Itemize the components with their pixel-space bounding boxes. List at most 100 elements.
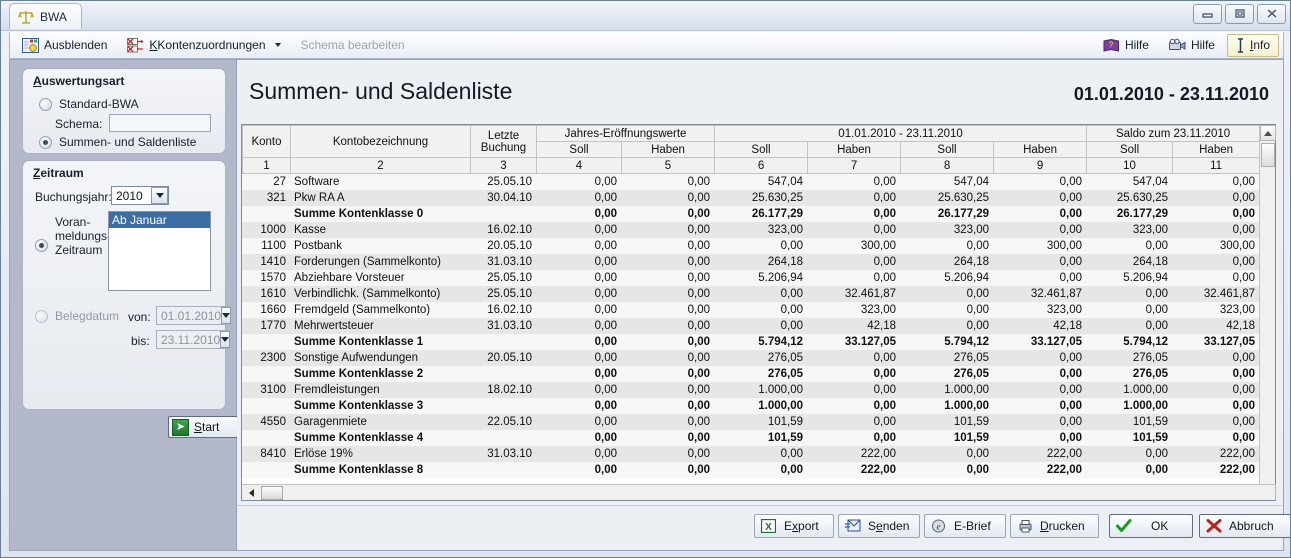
buchungsjahr-label: Buchungsjahr: <box>35 190 112 204</box>
ok-button[interactable]: OK <box>1109 514 1193 538</box>
toolbar-kontenzuordnungen[interactable]: KKontenzuordnungen <box>119 34 288 57</box>
minimize-button[interactable] <box>1193 4 1222 24</box>
col-kontobezeichnung[interactable]: Kontobezeichnung <box>290 125 471 158</box>
col-konto[interactable]: Konto <box>242 125 291 158</box>
subcol-soll-4[interactable]: Soll <box>536 141 622 158</box>
cell-value-6: 0,00 <box>714 302 807 318</box>
subcol-haben-5[interactable]: Haben <box>620 141 716 158</box>
cell-value-11: 323,00 <box>1172 302 1259 318</box>
subcol-haben-11[interactable]: Haben <box>1172 141 1261 158</box>
senden-button[interactable]: Senden <box>838 514 920 538</box>
cell-value-8: 0,00 <box>900 302 993 318</box>
vertical-scroll-thumb[interactable] <box>1261 143 1275 167</box>
subcol-haben-7[interactable]: Haben <box>807 141 902 158</box>
table-row-summary[interactable]: Summe Kontenklasse 4 0,00 0,00 101,59 0,00 10… <box>242 430 1259 446</box>
table-row[interactable]: 1770 Mehrwertsteuer 31.03.10 0,00 0,00 0,00 42… <box>242 318 1259 334</box>
colnum-6: 6 <box>714 157 809 174</box>
subcol-soll-6[interactable]: Soll <box>714 141 809 158</box>
table-row[interactable]: 3100 Fremdleistungen 18.02.10 0,00 0,00 1.000… <box>242 382 1259 398</box>
table-row[interactable]: 1000 Kasse 16.02.10 0,00 0,00 323,00 0,00 323,0… <box>242 222 1259 238</box>
letzte-buchung-line1: Letzte <box>487 129 520 142</box>
start-button[interactable]: ➤ Start <box>168 416 238 438</box>
bis-date-select[interactable]: 23.11.2010 <box>156 330 231 349</box>
grid-header: Konto Kontobezeichnung Letzte Buchung Ja… <box>242 125 1275 174</box>
ebrief-button[interactable]: e E-Brief <box>924 514 1006 538</box>
cell-konto: 4550 <box>242 414 290 430</box>
table-row[interactable]: 27 Software 25.05.10 0,00 0,00 547,04 0,00 547,… <box>242 174 1259 190</box>
subcol-soll-8[interactable]: Soll <box>900 141 995 158</box>
zeitraum-listbox[interactable]: Ab Januar <box>108 211 211 291</box>
radio-voranmeldungszeitraum[interactable] <box>35 239 48 252</box>
buchungsjahr-chevron-down-icon[interactable] <box>151 187 168 204</box>
account-mapping-icon <box>127 37 144 53</box>
table-row[interactable]: 1100 Postbank 20.05.10 0,00 0,00 0,00 300,00 0,… <box>242 238 1259 254</box>
toolbar-hilfe[interactable]: ? Hilfe <box>1095 34 1157 57</box>
scroll-up-button[interactable] <box>1260 125 1276 141</box>
table-row-summary[interactable]: Summe Kontenklasse 1 0,00 0,00 5.794,12 33.1… <box>242 334 1259 350</box>
chevron-down-icon[interactable] <box>274 43 281 47</box>
toolbar-ausblenden[interactable]: Ausblenden <box>14 34 115 57</box>
vertical-scrollbar[interactable] <box>1259 125 1276 500</box>
abbruch-button[interactable]: Abbruch <box>1199 514 1290 538</box>
radio-belegdatum[interactable]: Belegdatum <box>35 309 119 323</box>
table-row-summary[interactable]: Summe Kontenklasse 8 0,00 0,00 0,00 222,00 0,… <box>242 462 1259 478</box>
table-row[interactable]: 321 Pkw RA A 30.04.10 0,00 0,00 25.630,25 0,00… <box>242 190 1259 206</box>
maximize-button[interactable] <box>1225 4 1254 24</box>
cell-kontobezeichnung: Postbank <box>290 238 470 254</box>
table-row[interactable]: 1610 Verbindlichk. (Sammelkonto) 25.05.10 0… <box>242 286 1259 302</box>
cell-konto: 8410 <box>242 446 290 462</box>
toolbar-info[interactable]: Info <box>1226 33 1279 57</box>
subcol-soll-10[interactable]: Soll <box>1086 141 1174 158</box>
window-tab-bwa[interactable]: BWA <box>9 3 82 29</box>
bis-chevron-down-icon[interactable] <box>220 331 231 348</box>
close-button[interactable] <box>1257 4 1286 24</box>
cell-value-11: 0,00 <box>1172 398 1259 414</box>
table-row-summary[interactable]: Summe Kontenklasse 3 0,00 0,00 1.000,00 0,00… <box>242 398 1259 414</box>
cell-value-7: 323,00 <box>807 302 900 318</box>
buchungsjahr-select[interactable]: 2010 <box>111 186 169 205</box>
radio-standard-bwa[interactable]: Standard-BWA <box>39 97 139 111</box>
cell-value-10: 0,00 <box>1086 318 1172 334</box>
radio-standard-bwa-circle <box>39 97 52 111</box>
cell-value-8: 0,00 <box>900 238 993 254</box>
buchungsjahr-value: 2010 <box>116 188 143 203</box>
cell-value-9: 0,00 <box>993 174 1086 190</box>
drucken-button[interactable]: Drucken <box>1010 514 1099 538</box>
scroll-left-button[interactable] <box>244 486 258 500</box>
table-row[interactable]: 4550 Garagenmiete 22.05.10 0,00 0,00 101,59 0,… <box>242 414 1259 430</box>
subcol-haben-9[interactable]: Haben <box>993 141 1088 158</box>
cell-value-9: 323,00 <box>993 302 1086 318</box>
export-button[interactable]: X Export <box>754 514 834 538</box>
table-row[interactable]: 1660 Fremdgeld (Sammelkonto) 16.02.10 0,00 0… <box>242 302 1259 318</box>
table-row[interactable]: 8410 Erlöse 19% 31.03.10 0,00 0,00 0,00 222,00… <box>242 446 1259 462</box>
col-letzte-buchung[interactable]: Letzte Buchung <box>470 125 537 158</box>
schema-input[interactable] <box>109 114 211 132</box>
table-row-summary[interactable]: Summe Kontenklasse 2 0,00 0,00 276,05 0,00 27… <box>242 366 1259 382</box>
cell-konto: 1570 <box>242 270 290 286</box>
grid-body[interactable]: 27 Software 25.05.10 0,00 0,00 547,04 0,00 547,… <box>242 174 1259 486</box>
cell-value-7: 0,00 <box>807 414 900 430</box>
horizontal-scrollbar[interactable] <box>242 484 1275 500</box>
cell-value-6: 1.000,00 <box>714 398 807 414</box>
export-button-label: Export <box>784 519 819 533</box>
cell-summary-label: Summe Kontenklasse 0 <box>290 206 470 222</box>
von-date-select[interactable]: 01.01.2010 <box>156 306 232 325</box>
radio-voranmeldungszeitraum-circle <box>35 239 48 252</box>
table-row[interactable]: 1570 Abziehbare Vorsteuer 25.05.10 0,00 0,00… <box>242 270 1259 286</box>
table-row-summary[interactable]: Summe Kontenklasse 0 0,00 0,00 26.177,29 0,0… <box>242 206 1259 222</box>
excel-icon: X <box>760 518 778 534</box>
cell-value-10: 101,59 <box>1086 414 1172 430</box>
toolbar-video-hilfe[interactable]: Hilfe <box>1161 34 1223 57</box>
cell-value-4: 0,00 <box>536 366 621 382</box>
table-row[interactable]: 1410 Forderungen (Sammelkonto) 31.03.10 0,0… <box>242 254 1259 270</box>
cell-value-10: 1.000,00 <box>1086 398 1172 414</box>
cell-summary-label: Summe Kontenklasse 4 <box>290 430 470 446</box>
von-chevron-down-icon[interactable] <box>221 307 232 324</box>
horizontal-scroll-thumb[interactable] <box>261 485 283 500</box>
radio-summen-saldenliste[interactable]: Summen- und Saldenliste <box>39 135 196 149</box>
zeitraum-listbox-selected[interactable]: Ab Januar <box>109 212 210 228</box>
table-row[interactable]: 2300 Sonstige Aufwendungen 20.05.10 0,00 0,0… <box>242 350 1259 366</box>
help-book-icon: ? <box>1103 38 1120 53</box>
cell-value-9: 222,00 <box>993 446 1086 462</box>
cell-value-7: 0,00 <box>807 366 900 382</box>
